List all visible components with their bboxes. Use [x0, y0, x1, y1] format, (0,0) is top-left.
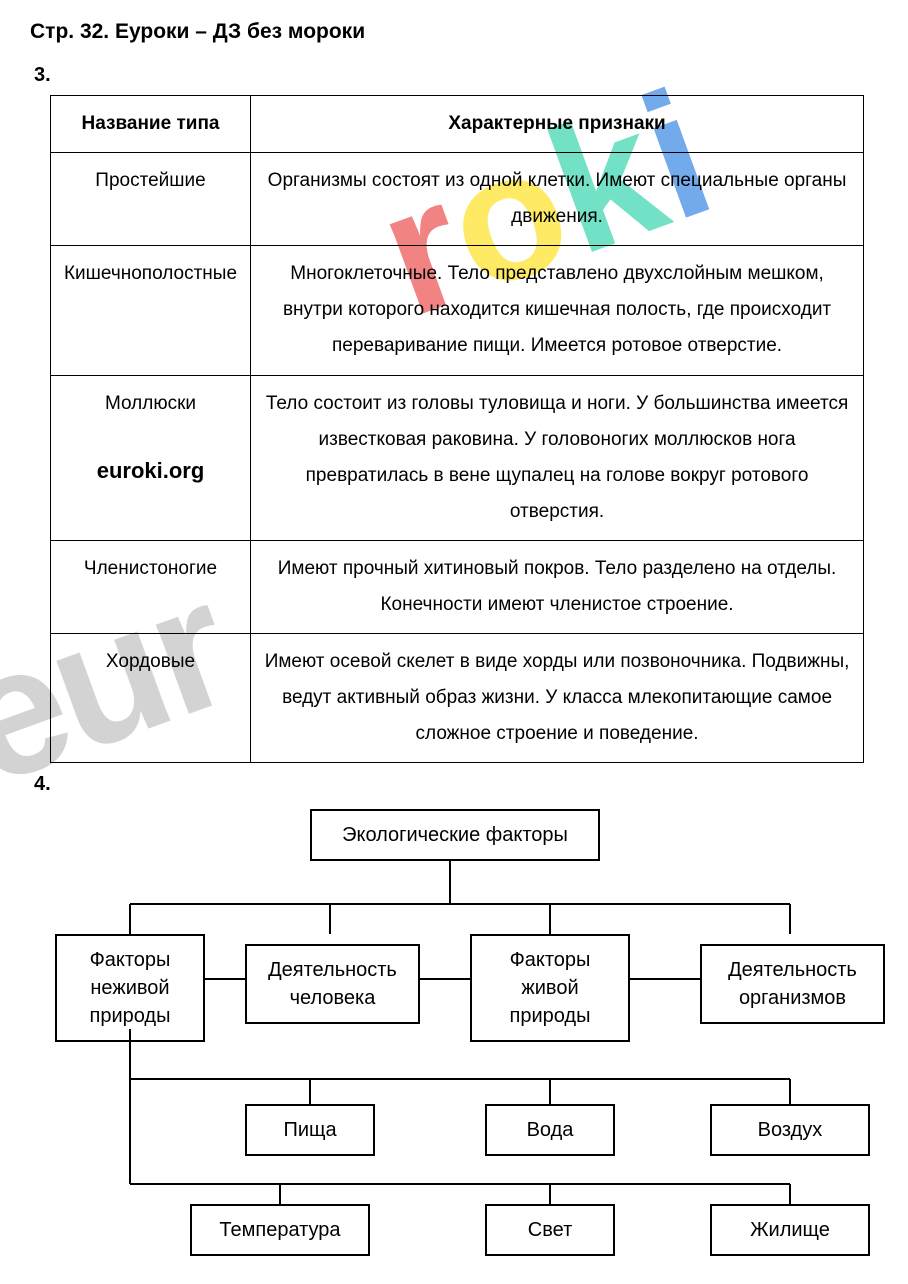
table-row: Простейшие Организмы состоят из одной кл…	[51, 153, 864, 246]
site-note: euroki.org	[63, 450, 238, 492]
type-desc: Тело состоит из головы туловища и ноги. …	[251, 375, 864, 540]
header-col1: Название типа	[51, 96, 251, 153]
table-header-row: Название типа Характерные признаки	[51, 96, 864, 153]
type-name: Простейшие	[51, 153, 251, 246]
type-desc: Имеют прочный хитиновый покров. Тело раз…	[251, 540, 864, 633]
diagram-l4-a: Температура	[190, 1204, 370, 1256]
diagram-l3-a: Пища	[245, 1104, 375, 1156]
type-desc: Многоклеточные. Тело представлено двухсл…	[251, 246, 864, 375]
type-name: Моллюски euroki.org	[51, 375, 251, 540]
table-row: Моллюски euroki.org Тело состоит из голо…	[51, 375, 864, 540]
diagram-l2-a: Факторы неживой природы	[55, 934, 205, 1042]
type-name: Членистоногие	[51, 540, 251, 633]
table-row: Кишечнополостные Многоклеточные. Тело пр…	[51, 246, 864, 375]
type-name: Кишечнополостные	[51, 246, 251, 375]
factors-diagram: Экологические факторы Факторы неживой пр…	[50, 804, 878, 1264]
diagram-l4-c: Жилище	[710, 1204, 870, 1256]
diagram-l2-d: Деятельность организмов	[700, 944, 885, 1024]
diagram-l2-b: Деятельность человека	[245, 944, 420, 1024]
type-desc: Организмы состоят из одной клетки. Имеют…	[251, 153, 864, 246]
page-content: Стр. 32. Еуроки – ДЗ без мороки 3. Назва…	[30, 20, 878, 1264]
diagram-l4-b: Свет	[485, 1204, 615, 1256]
question-3-label: 3.	[34, 64, 878, 87]
diagram-l3-c: Воздух	[710, 1104, 870, 1156]
diagram-l3-b: Вода	[485, 1104, 615, 1156]
diagram-l2-c: Факторы живой природы	[470, 934, 630, 1042]
page-title: Стр. 32. Еуроки – ДЗ без мороки	[30, 20, 878, 44]
types-table: Название типа Характерные признаки Прост…	[50, 95, 864, 763]
type-name-text: Моллюски	[63, 386, 238, 422]
question-4-label: 4.	[34, 773, 878, 796]
type-desc: Имеют осевой скелет в виде хорды или поз…	[251, 634, 864, 763]
table-row: Хордовые Имеют осевой скелет в виде хорд…	[51, 634, 864, 763]
header-col2: Характерные признаки	[251, 96, 864, 153]
diagram-root: Экологические факторы	[310, 809, 600, 861]
type-name: Хордовые	[51, 634, 251, 763]
table-row: Членистоногие Имеют прочный хитиновый по…	[51, 540, 864, 633]
